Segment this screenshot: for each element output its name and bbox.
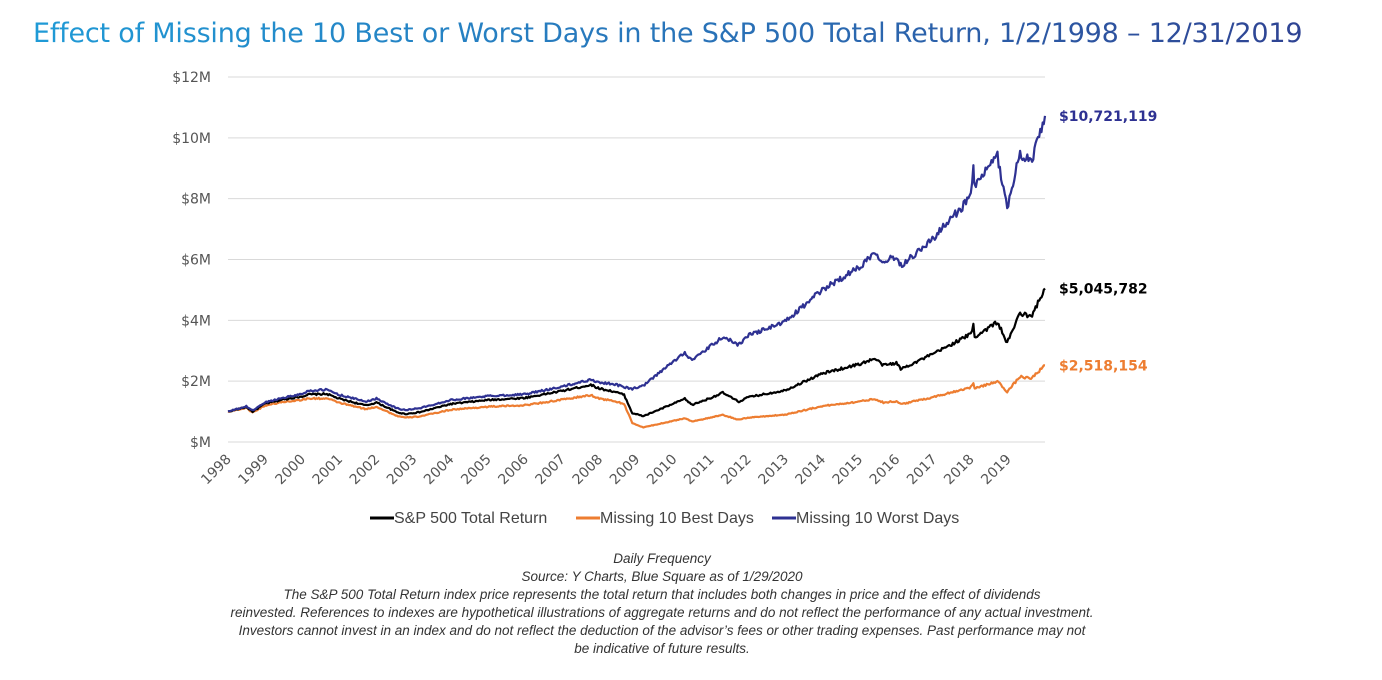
series-lines bbox=[227, 115, 1047, 429]
y-tick-label: $M bbox=[190, 435, 211, 451]
gridlines bbox=[228, 76, 1045, 443]
x-tick-label: 1998 bbox=[198, 452, 235, 489]
x-tick-label: 2003 bbox=[384, 452, 421, 489]
x-tick-label: 2018 bbox=[941, 452, 978, 489]
series-line-missing-10-best-days bbox=[227, 364, 1046, 429]
x-tick-label: 2014 bbox=[793, 451, 830, 488]
legend-label: Missing 10 Worst Days bbox=[796, 510, 959, 527]
footnote-disclaimer-4: be indicative of future results. bbox=[574, 641, 750, 656]
footnote-frequency: Daily Frequency bbox=[613, 551, 711, 566]
legend: S&P 500 Total Return Missing 10 Best Days… bbox=[370, 510, 959, 527]
x-tick-label: 2005 bbox=[458, 452, 495, 489]
x-tick-label: 2019 bbox=[978, 452, 1015, 489]
x-tick-label: 2015 bbox=[830, 452, 867, 489]
x-tick-label: 1999 bbox=[235, 452, 272, 489]
legend-label: Missing 10 Best Days bbox=[600, 510, 754, 527]
x-tick-label: 2002 bbox=[347, 452, 384, 489]
x-tick-label: 2001 bbox=[310, 452, 347, 489]
y-tick-label: $2M bbox=[181, 374, 211, 390]
line-chart: $M$2M$4M$6M$8M$10M$12M 1998 1999 2000 2001 2… bbox=[172, 70, 1157, 527]
footnote-source: Source: Y Charts, Blue Square as of 1/29… bbox=[521, 569, 803, 584]
x-tick-label: 2006 bbox=[495, 451, 532, 488]
end-label: $5,045,782 bbox=[1059, 282, 1148, 298]
x-tick-label: 2008 bbox=[570, 452, 607, 489]
footnote-disclaimer-3: Investors cannot invest in an index and … bbox=[238, 623, 1086, 638]
x-tick-label: 2010 bbox=[644, 452, 681, 489]
y-axis-ticks: $M $2M $4M $6M $8M $10M $12M bbox=[172, 70, 211, 451]
end-value-labels: $5,045,782 $2,518,154 $10,721,119 bbox=[1059, 109, 1157, 375]
legend-label: S&P 500 Total Return bbox=[394, 510, 547, 527]
x-tick-label: 2004 bbox=[421, 451, 458, 488]
y-tick-label: $8M bbox=[181, 192, 211, 208]
y-tick-label: $6M bbox=[181, 253, 211, 269]
y-tick-label: $10M bbox=[172, 131, 211, 147]
footnote-disclaimer-1: The S&P 500 Total Return index price rep… bbox=[283, 587, 1041, 602]
end-label: $10,721,119 bbox=[1059, 109, 1157, 125]
series-line-missing-10-worst-days bbox=[227, 115, 1047, 413]
x-tick-label: 2011 bbox=[681, 452, 718, 489]
end-label: $2,518,154 bbox=[1059, 358, 1148, 374]
y-tick-label: $12M bbox=[172, 70, 211, 86]
x-tick-label: 2009 bbox=[607, 452, 644, 489]
x-tick-label: 2007 bbox=[533, 452, 570, 489]
x-tick-label: 2000 bbox=[272, 452, 309, 489]
footnote-disclaimer-2: reinvested. References to indexes are hy… bbox=[230, 605, 1094, 620]
x-tick-label: 2017 bbox=[904, 452, 941, 489]
x-axis-ticks: 1998 1999 2000 2001 2002 2003 2004 2005 2006 2007… bbox=[198, 451, 1015, 488]
x-tick-label: 2016 bbox=[867, 451, 904, 488]
footnote: Daily Frequency Source: Y Charts, Blue S… bbox=[200, 550, 1124, 658]
series-line-s-p-500-total-return bbox=[228, 287, 1046, 418]
x-tick-label: 2013 bbox=[755, 452, 792, 489]
x-tick-label: 2012 bbox=[718, 452, 755, 489]
chart-title: Effect of Missing the 10 Best or Worst D… bbox=[33, 18, 1363, 49]
y-tick-label: $4M bbox=[181, 313, 211, 329]
